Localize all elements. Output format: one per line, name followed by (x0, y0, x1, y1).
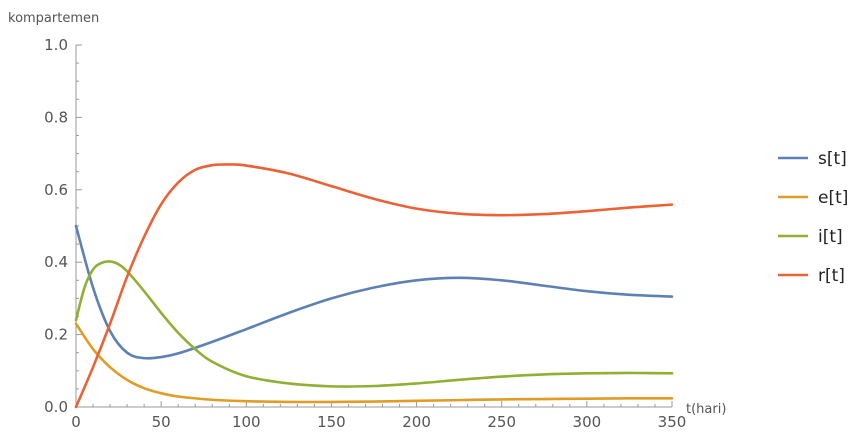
legend-label-et: e[t] (818, 188, 848, 208)
y-tick-label: 0.8 (44, 108, 68, 126)
legend-label-rt: r[t] (818, 266, 845, 286)
series-line-st (74, 224, 674, 360)
series-layer (74, 163, 674, 409)
y-axis-title: kompartemen (8, 11, 99, 26)
y-tick-label: 0.6 (44, 181, 68, 199)
x-tick-label: 200 (402, 413, 431, 431)
y-tick-label: 1.0 (44, 36, 68, 54)
legend: s[t] e[t] i[t] r[t] (778, 149, 848, 286)
axes: 0 50 100 150 200 250 300 350 0.0 0.2 0.4 0.6 0.8 1.0 k… (8, 11, 726, 431)
x-tick-label: 350 (658, 413, 687, 431)
legend-label-it: i[t] (818, 227, 843, 247)
x-tick-label: 100 (232, 413, 261, 431)
series-line-et (74, 322, 674, 404)
x-tick-label: 50 (152, 413, 171, 431)
legend-label-st: s[t] (818, 149, 847, 169)
y-tick-label: 0.0 (44, 398, 68, 416)
y-tick-label: 0.4 (44, 253, 68, 271)
x-tick-label: 150 (317, 413, 346, 431)
x-tick-label: 300 (573, 413, 602, 431)
series-line-rt (74, 163, 674, 409)
x-axis-title: t(hari) (686, 402, 726, 417)
y-tick-label: 0.2 (44, 326, 68, 344)
x-tick-label: 0 (71, 413, 81, 431)
x-tick-label: 250 (487, 413, 516, 431)
series-line-it (74, 260, 674, 388)
